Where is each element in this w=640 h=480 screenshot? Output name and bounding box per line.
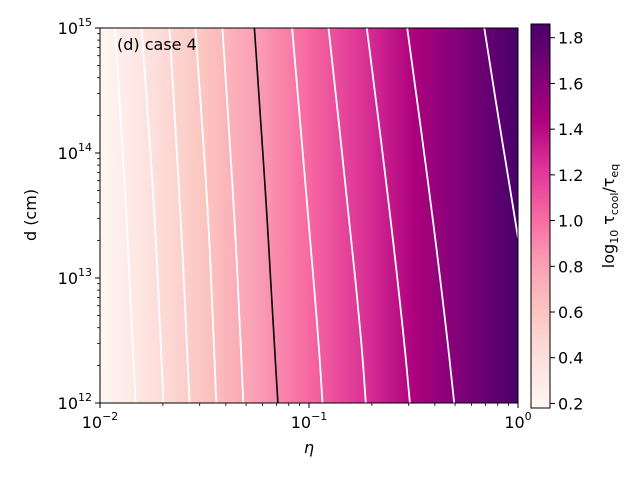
- contour-line-white: [168, 27, 191, 404]
- colorbar-tick-label: 1.0: [558, 212, 583, 231]
- colorbar-tick-label: 0.2: [558, 394, 583, 413]
- colorbar-tick-label: 1.6: [558, 74, 583, 93]
- contour-line-white: [140, 27, 165, 404]
- colorbar-tick-label: 0.6: [558, 303, 583, 322]
- contour-line-white: [221, 27, 245, 404]
- colorbar-tick-label: 0.4: [558, 349, 583, 368]
- x-axis-ticks: 10−2 10−1 100: [82, 403, 532, 432]
- colorbar-tick-label: 0.8: [558, 257, 583, 276]
- contour-lines: [114, 27, 519, 404]
- x-tick-label: 100: [504, 410, 531, 432]
- y-axis-ticks: 1012 1013 1014 1015: [58, 16, 100, 413]
- y-tick-label: 1014: [58, 141, 92, 163]
- colorbar-tick-label: 1.4: [558, 120, 583, 139]
- contour-line-white: [406, 27, 456, 404]
- contour-line-white: [291, 27, 324, 404]
- colorbar-label: log10τcool/τeq: [599, 164, 621, 268]
- contour-line-white: [194, 27, 218, 404]
- contour-line-white: [365, 27, 411, 404]
- plot-area: (d) case 4: [99, 27, 519, 404]
- colorbar-strip: [530, 23, 551, 409]
- heatmap-field: [100, 28, 518, 403]
- y-axis-label: d (cm): [21, 189, 40, 241]
- colorbar-ticks: 0.2 0.4 0.6 0.8 1.0 1.2 1.4 1.6 1.8: [550, 29, 583, 413]
- colorbar-tick-label: 1.8: [558, 29, 583, 48]
- contour-line-white: [483, 27, 519, 238]
- colorbar-tick-label: 1.2: [558, 166, 583, 185]
- contour-line-black: [253, 27, 279, 404]
- y-tick-label: 1012: [58, 391, 92, 413]
- contour-line-white: [114, 27, 137, 404]
- y-tick-label: 1013: [58, 266, 92, 288]
- panel-label: (d) case 4: [117, 35, 197, 54]
- y-tick-label: 1015: [58, 16, 92, 38]
- x-axis-label: η: [304, 438, 314, 457]
- colorbar: 0.2 0.4 0.6 0.8 1.0 1.2 1.4 1.6 1.8 log10τcool/τ…: [530, 23, 621, 413]
- contour-line-white: [327, 27, 367, 404]
- x-tick-label: 10−1: [291, 410, 328, 432]
- x-tick-label: 10−2: [82, 410, 119, 432]
